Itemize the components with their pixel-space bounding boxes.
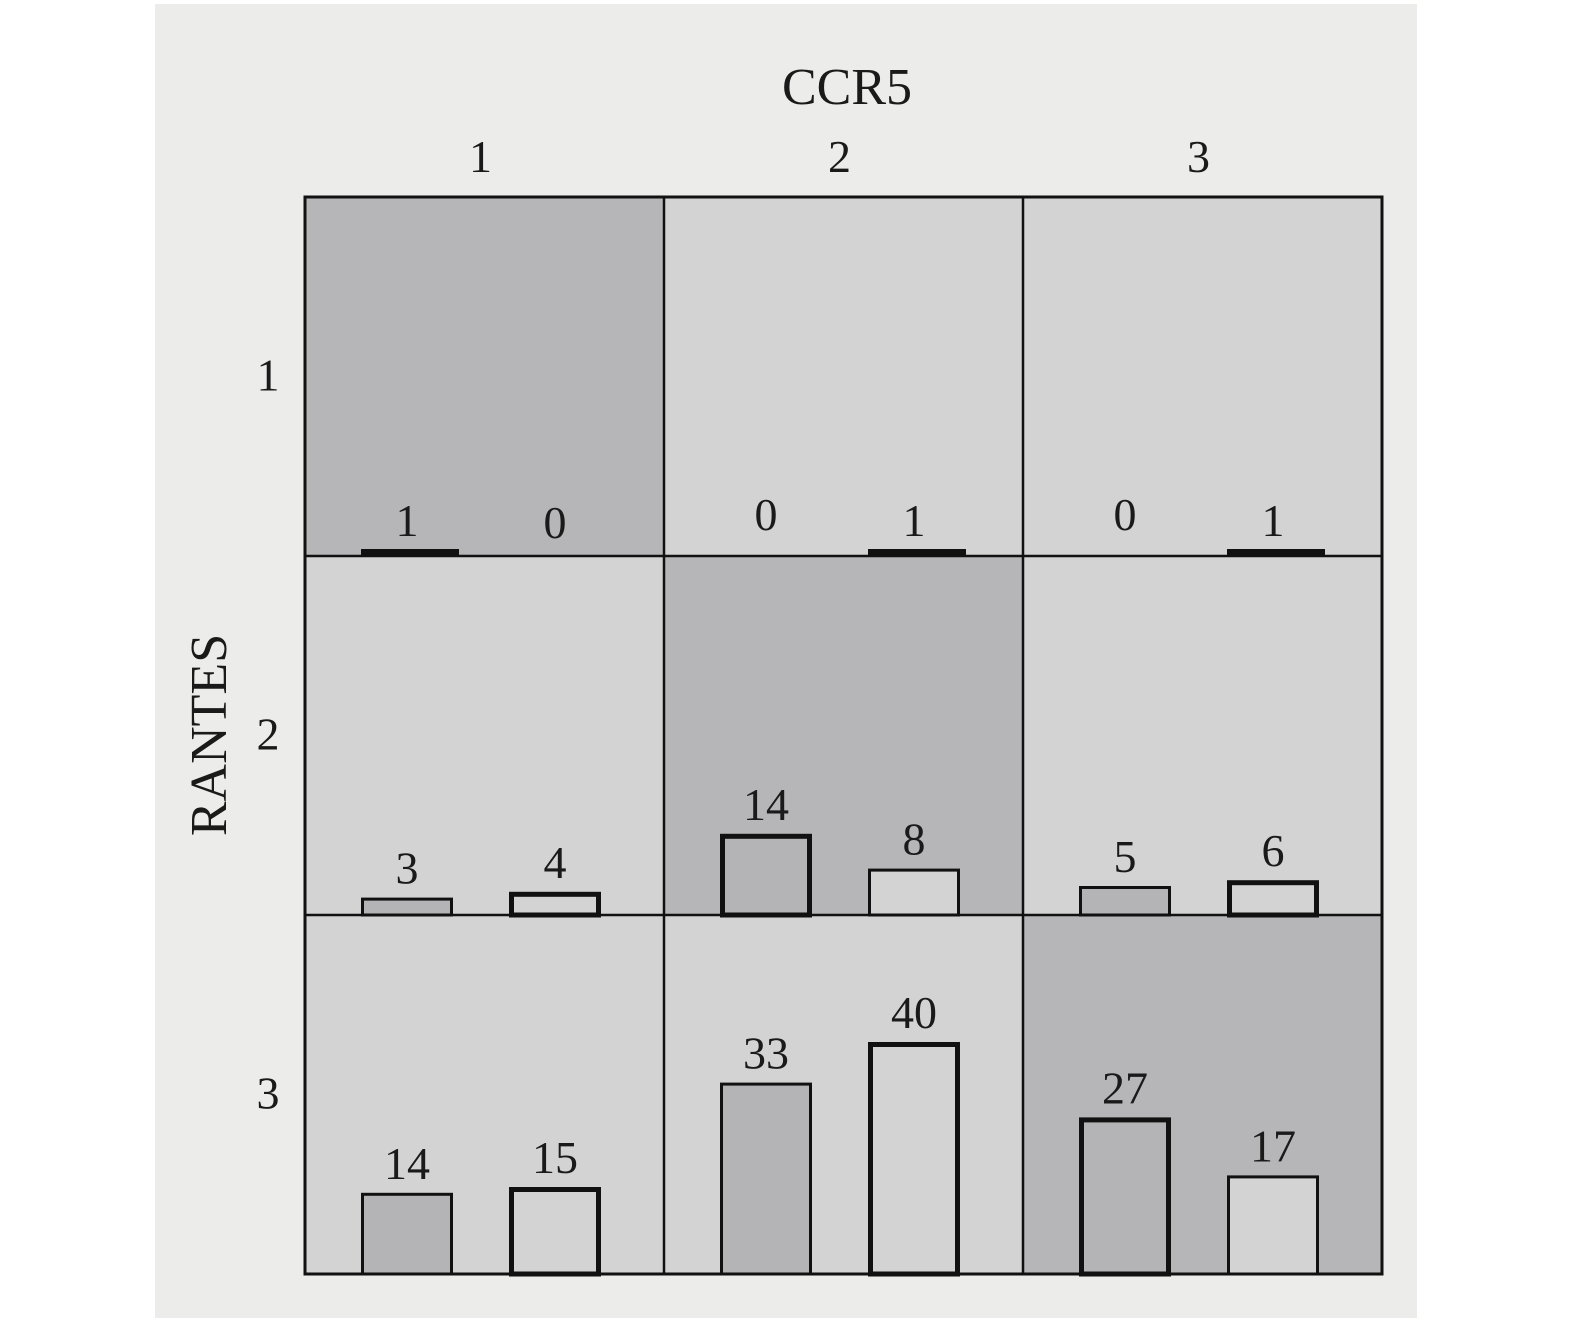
bar-label-r3-c1-1: 14 <box>384 1138 430 1189</box>
bar-label-r3-c3-1: 27 <box>1102 1062 1148 1113</box>
grid-lines <box>303 195 1384 1276</box>
bar-label-r3-c3-2: 17 <box>1250 1120 1296 1171</box>
cell-r1-c3 <box>1023 197 1382 556</box>
bar-r2-c1-2 <box>509 891 601 918</box>
cell-r1-c2 <box>664 197 1023 556</box>
grid-cells <box>305 197 1382 1274</box>
cell-r2-c1 <box>305 556 664 915</box>
row-label-3: 3 <box>257 1068 280 1119</box>
cell-r3-c3 <box>1023 915 1382 1274</box>
bar-label-r3-c1-2: 15 <box>532 1132 578 1183</box>
bar-r1-c2-2 <box>868 549 966 556</box>
cell-r2-c3 <box>1023 556 1382 915</box>
bar-r3-c2-1 <box>720 1082 812 1276</box>
row-label-1: 1 <box>257 350 280 401</box>
cell-r2-c2 <box>664 556 1023 915</box>
row-label-2: 2 <box>257 709 280 760</box>
bar-label-r1-c1-2: 0 <box>544 497 567 548</box>
bar-label-r2-c1-2: 4 <box>544 837 567 888</box>
bar-label-r3-c2-1: 33 <box>743 1028 789 1079</box>
cell-r3-c1 <box>305 915 664 1274</box>
bar-label-r3-c2-2: 40 <box>891 987 937 1038</box>
cell-r3-c2 <box>664 915 1023 1274</box>
bar-r2-c2-2 <box>868 868 960 917</box>
bar-r3-c3-1 <box>1079 1117 1171 1277</box>
bar-r3-c1-2 <box>509 1187 601 1277</box>
bar-r1-c1-1 <box>361 549 459 556</box>
column-label-3: 3 <box>1187 131 1210 182</box>
bar-label-r1-c2-1: 0 <box>755 489 778 540</box>
bar-r2-c3-1 <box>1079 886 1171 917</box>
bar-label-r2-c2-1: 14 <box>743 779 789 830</box>
bar-r1-c3-2 <box>1227 549 1325 556</box>
bar-label-r2-c3-2: 6 <box>1262 825 1285 876</box>
bar-r3-c1-1 <box>361 1192 453 1276</box>
bar-label-r2-c3-1: 5 <box>1114 831 1137 882</box>
grid-border <box>303 195 1384 1276</box>
bar-r2-c2-1 <box>720 833 812 918</box>
bar-label-r2-c1-1: 3 <box>396 843 419 894</box>
bar-label-r1-c3-2: 1 <box>1262 495 1285 546</box>
bar-label-r1-c1-1: 1 <box>396 495 419 546</box>
bar-r2-c3-2 <box>1227 880 1319 918</box>
bar-label-r1-c3-1: 0 <box>1114 489 1137 540</box>
y-axis-title: RANTES <box>181 634 238 836</box>
column-labels: 1 2 3 <box>469 131 1210 182</box>
bar-r3-c3-2 <box>1227 1175 1319 1276</box>
bar-r2-c1-1 <box>361 897 453 917</box>
bars: 1 0 0 1 0 1 3 4 14 8 5 6 14 15 33 40 27 17 <box>361 489 1325 1277</box>
bar-label-r1-c2-2: 1 <box>903 495 926 546</box>
column-label-2: 2 <box>828 131 851 182</box>
x-axis-title: CCR5 <box>782 59 912 116</box>
row-labels: 1 2 3 <box>257 350 280 1119</box>
bar-label-r2-c2-2: 8 <box>903 814 926 865</box>
column-label-1: 1 <box>469 131 492 182</box>
bar-r3-c2-2 <box>868 1042 960 1277</box>
cell-r1-c1 <box>305 197 664 556</box>
